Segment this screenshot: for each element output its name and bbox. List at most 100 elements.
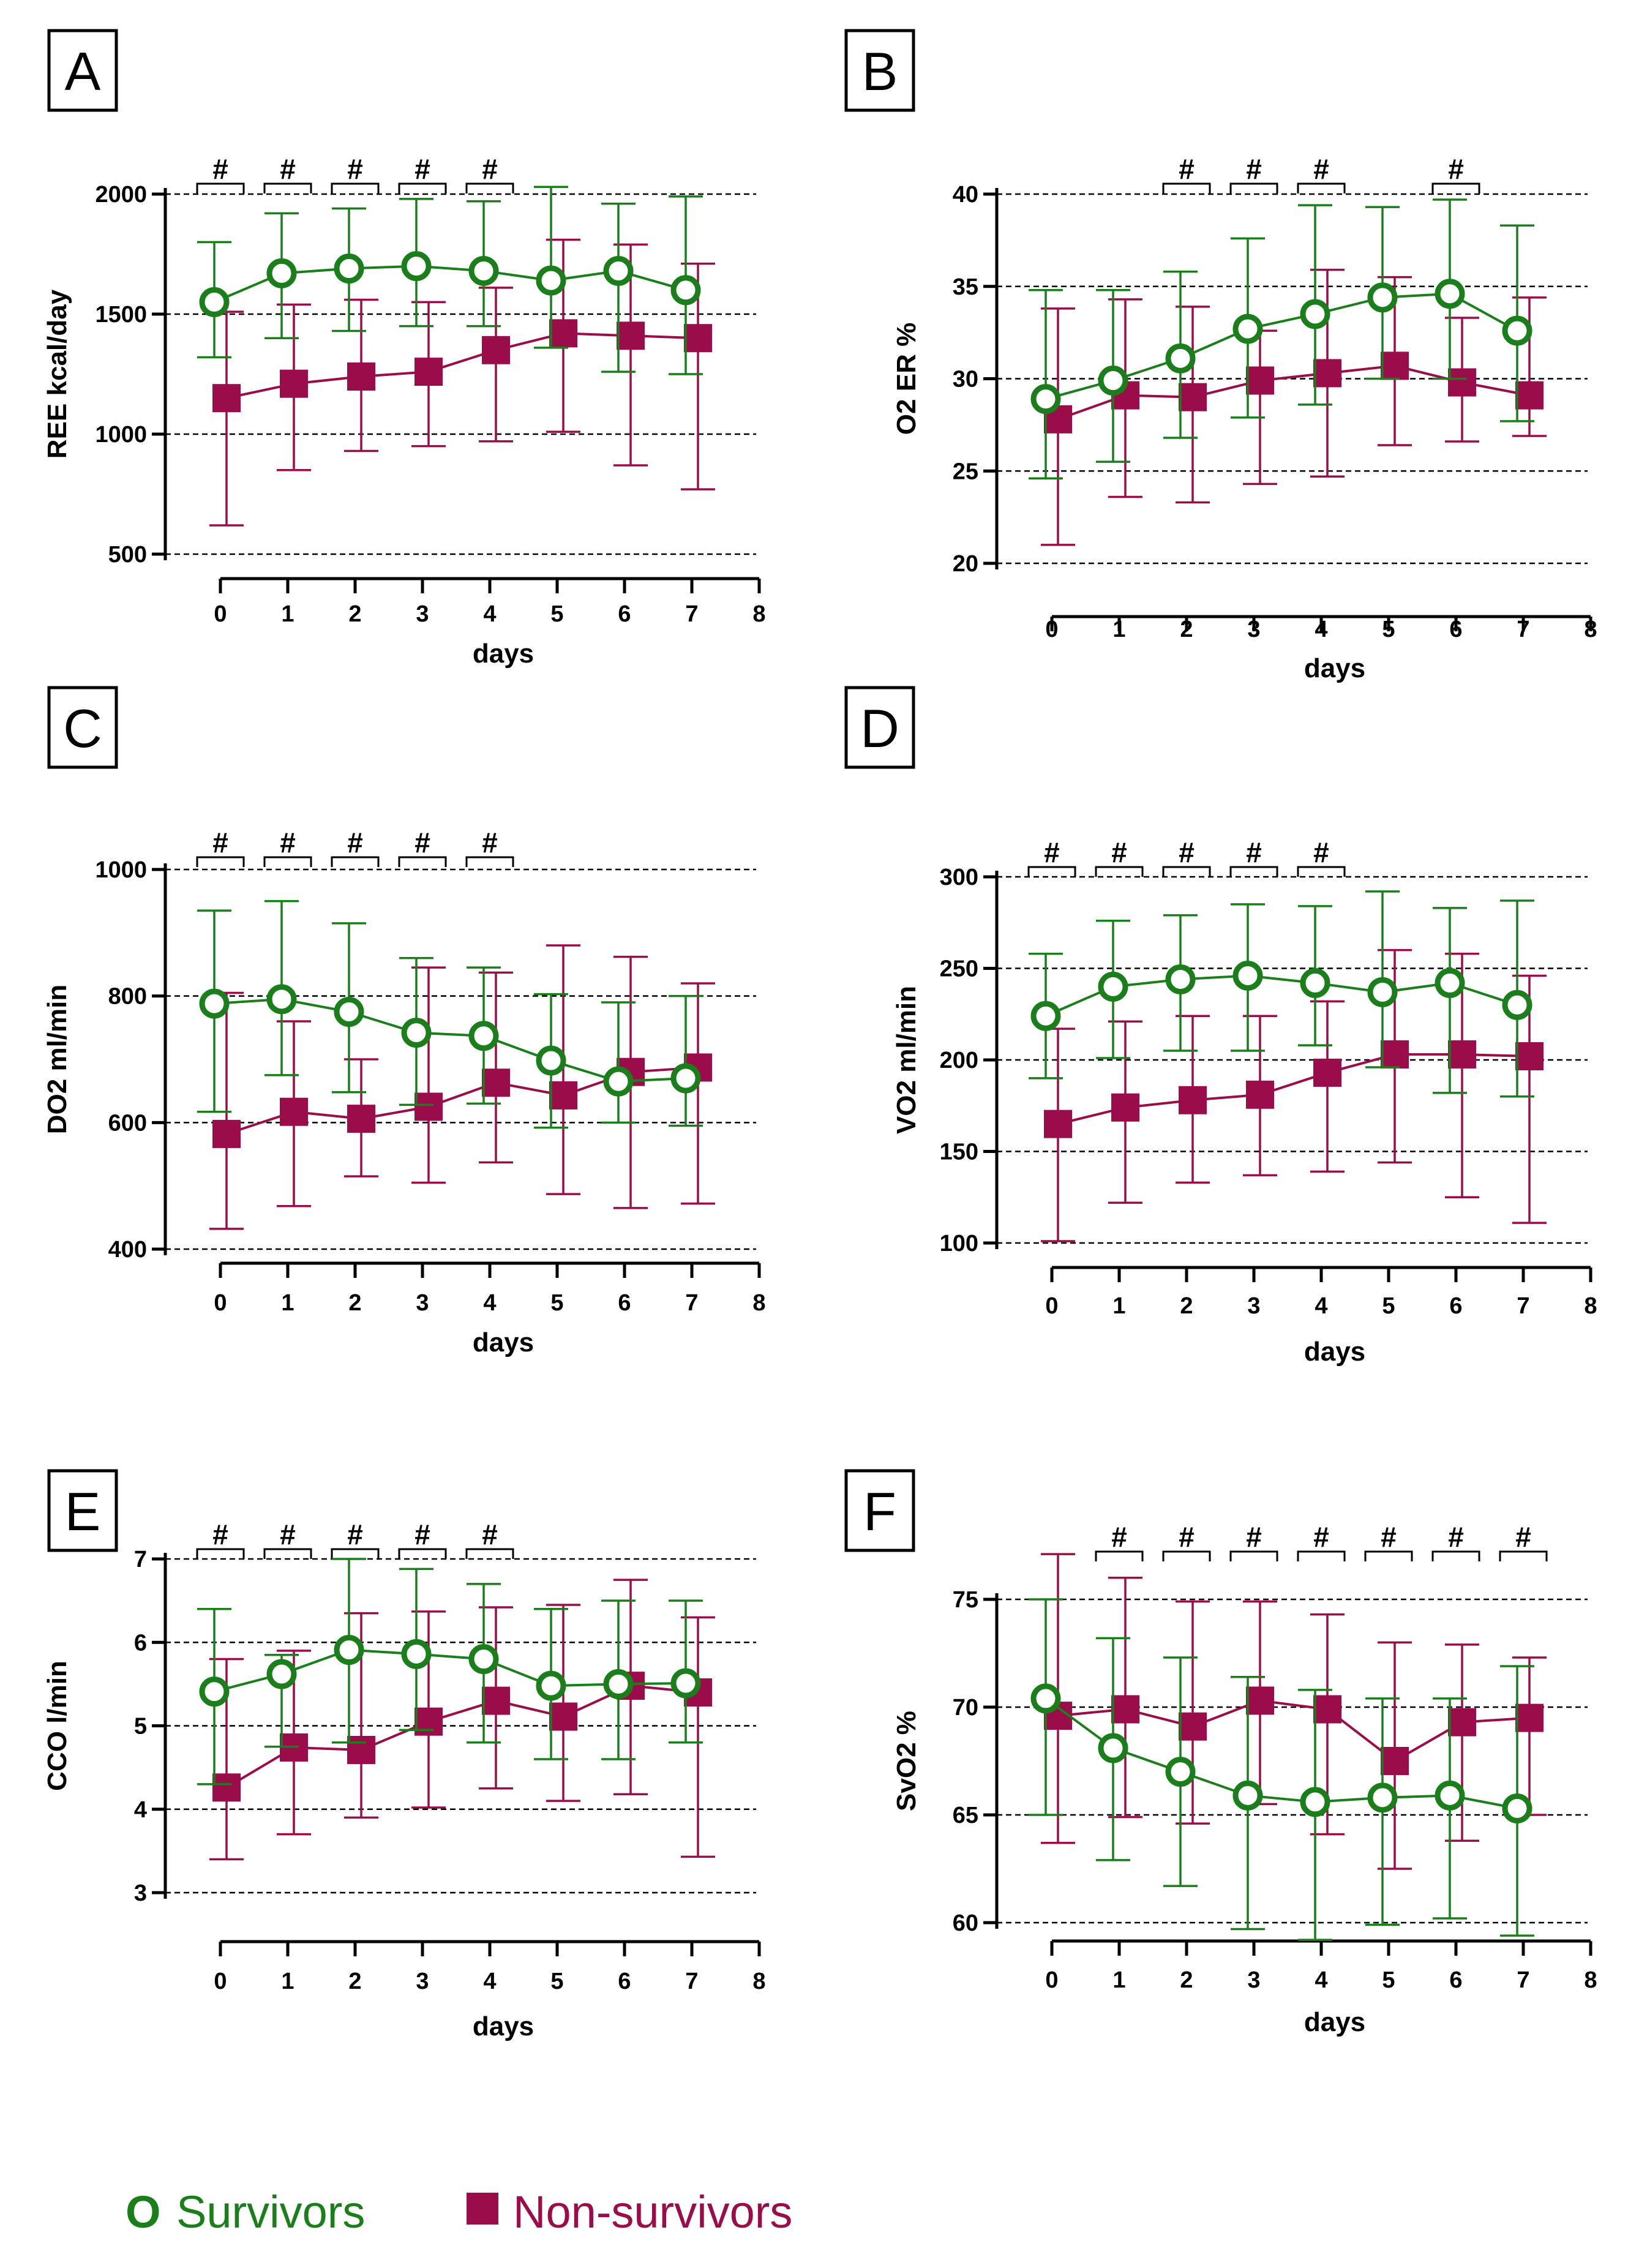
- x-tick-label: 2: [1180, 1967, 1193, 1993]
- x-tick-label: 7: [685, 1969, 698, 1994]
- y-axis-title: SvO2 %: [891, 1711, 921, 1811]
- series-survivors: [197, 1558, 703, 1785]
- x-tick-label: 6: [1449, 617, 1462, 642]
- data-point: [1435, 967, 1465, 998]
- significance-bracket: [263, 182, 312, 193]
- x-tick-label: 5: [1382, 617, 1395, 642]
- x-tick-label: 7: [1517, 1967, 1529, 1993]
- x-tick-label: 3: [1247, 1293, 1260, 1319]
- significance-bracket: [1095, 1550, 1144, 1561]
- x-tick-label: 5: [550, 1969, 563, 1994]
- data-point: [482, 1686, 510, 1715]
- x-axis-title: days: [473, 1327, 534, 1357]
- significance-marker: #: [1179, 1521, 1195, 1553]
- data-point: [670, 1668, 701, 1699]
- x-tick-label: 3: [416, 601, 429, 627]
- panel-letter-box: [844, 686, 915, 769]
- significance-bracket: [1297, 1550, 1346, 1561]
- y-tick-label: 20: [953, 551, 978, 577]
- data-point: [1313, 1058, 1341, 1087]
- data-point: [603, 1066, 634, 1097]
- y-tick-label: 75: [953, 1587, 978, 1613]
- data-point: [266, 1659, 297, 1689]
- data-point: [199, 1677, 230, 1707]
- y-tick-label: 800: [108, 984, 147, 1010]
- data-point: [347, 362, 375, 391]
- significance-bracket: [1431, 182, 1480, 193]
- data-point: [617, 321, 645, 350]
- data-point: [1367, 1782, 1398, 1813]
- significance-marker: #: [1179, 836, 1195, 868]
- significance-marker: #: [482, 827, 498, 858]
- significance-bracket: [1027, 866, 1076, 877]
- y-tick-label: 100: [940, 1231, 978, 1256]
- significance-marker: #: [280, 1519, 296, 1550]
- x-axis-title: days: [473, 639, 534, 669]
- y-axis-title: O2 ER %: [891, 323, 921, 435]
- data-point: [280, 369, 308, 398]
- data-point: [334, 253, 364, 284]
- panel-letter-box: [844, 1469, 915, 1552]
- y-tick-label: 70: [953, 1695, 978, 1721]
- data-point: [401, 251, 432, 282]
- y-tick-label: 5: [134, 1714, 147, 1740]
- data-point: [1381, 351, 1409, 380]
- data-point: [482, 336, 510, 364]
- series-non-survivors: [1041, 1553, 1547, 1870]
- series-survivors: [1029, 890, 1534, 1098]
- chart-panel-f: F 60 65 70 75 0 1 2 3 4 5 6 7 8 days SvO2 % # # # # # # #: [844, 1469, 1597, 2037]
- x-tick-label: 0: [1045, 1967, 1058, 1993]
- chart-panel-a: A 500 1000 1500 2000 0 1 2 3 4 5 6 7 8 days REE kcal/da…: [42, 29, 766, 669]
- data-point: [347, 1736, 375, 1765]
- data-point: [1381, 1747, 1409, 1775]
- data-point: [1435, 1780, 1465, 1811]
- y-tick-label: 1000: [95, 422, 147, 448]
- significance-bracket: [263, 1548, 312, 1559]
- data-point: [347, 1105, 375, 1133]
- data-point: [1030, 1683, 1061, 1714]
- significance-bracket: [331, 182, 380, 193]
- y-tick-label: 65: [953, 1803, 978, 1828]
- data-point: [1098, 971, 1128, 1002]
- data-point: [1098, 1733, 1128, 1763]
- significance-bracket: [263, 856, 312, 867]
- significance-marker: #: [1246, 836, 1262, 868]
- data-point: [1179, 1712, 1207, 1741]
- x-axis-title: days: [1304, 653, 1365, 683]
- x-tick-label: 2: [348, 601, 361, 627]
- data-point: [1044, 1110, 1072, 1138]
- significance-marker: #: [1246, 153, 1262, 185]
- panel-letter: E: [65, 1481, 101, 1542]
- significance-marker: #: [347, 1519, 363, 1550]
- data-point: [415, 358, 443, 386]
- panel-letter-box: [47, 686, 118, 769]
- data-point: [1165, 343, 1196, 374]
- x-tick-label: 1: [281, 601, 294, 627]
- panel-letter-box: [47, 29, 118, 112]
- x-tick-label: 7: [685, 601, 698, 627]
- significance-marker: #: [415, 153, 430, 185]
- x-tick-label: 8: [752, 1290, 765, 1316]
- data-point: [1111, 1093, 1139, 1122]
- x-tick-label: 7: [1517, 1293, 1529, 1319]
- panel-letter: F: [863, 1481, 896, 1542]
- x-tick-label: 1: [1112, 1293, 1125, 1319]
- x-tick-label: 4: [483, 1290, 496, 1316]
- x-tick-label: 2: [1180, 617, 1193, 642]
- panel-letter-box: [47, 1469, 118, 1552]
- y-tick-label: 300: [940, 865, 978, 890]
- y-tick-label: 6: [134, 1630, 147, 1656]
- data-point: [1030, 384, 1061, 415]
- data-point: [468, 1644, 499, 1674]
- y-axis-title: CCO l/min: [42, 1661, 72, 1791]
- significance-marker: #: [1111, 1521, 1127, 1553]
- chart-panel-e: E 3 4 5 6 7 0 1 2 3 4 5 6 7 8 days CCO l/min # # # # #: [42, 1469, 766, 2041]
- y-tick-label: 600: [108, 1110, 147, 1136]
- data-point: [603, 255, 634, 286]
- data-point: [1448, 1708, 1476, 1737]
- data-point: [1232, 1780, 1263, 1811]
- x-tick-label: 6: [618, 601, 631, 627]
- data-point: [1300, 299, 1330, 329]
- series-survivors: [1029, 1598, 1534, 1941]
